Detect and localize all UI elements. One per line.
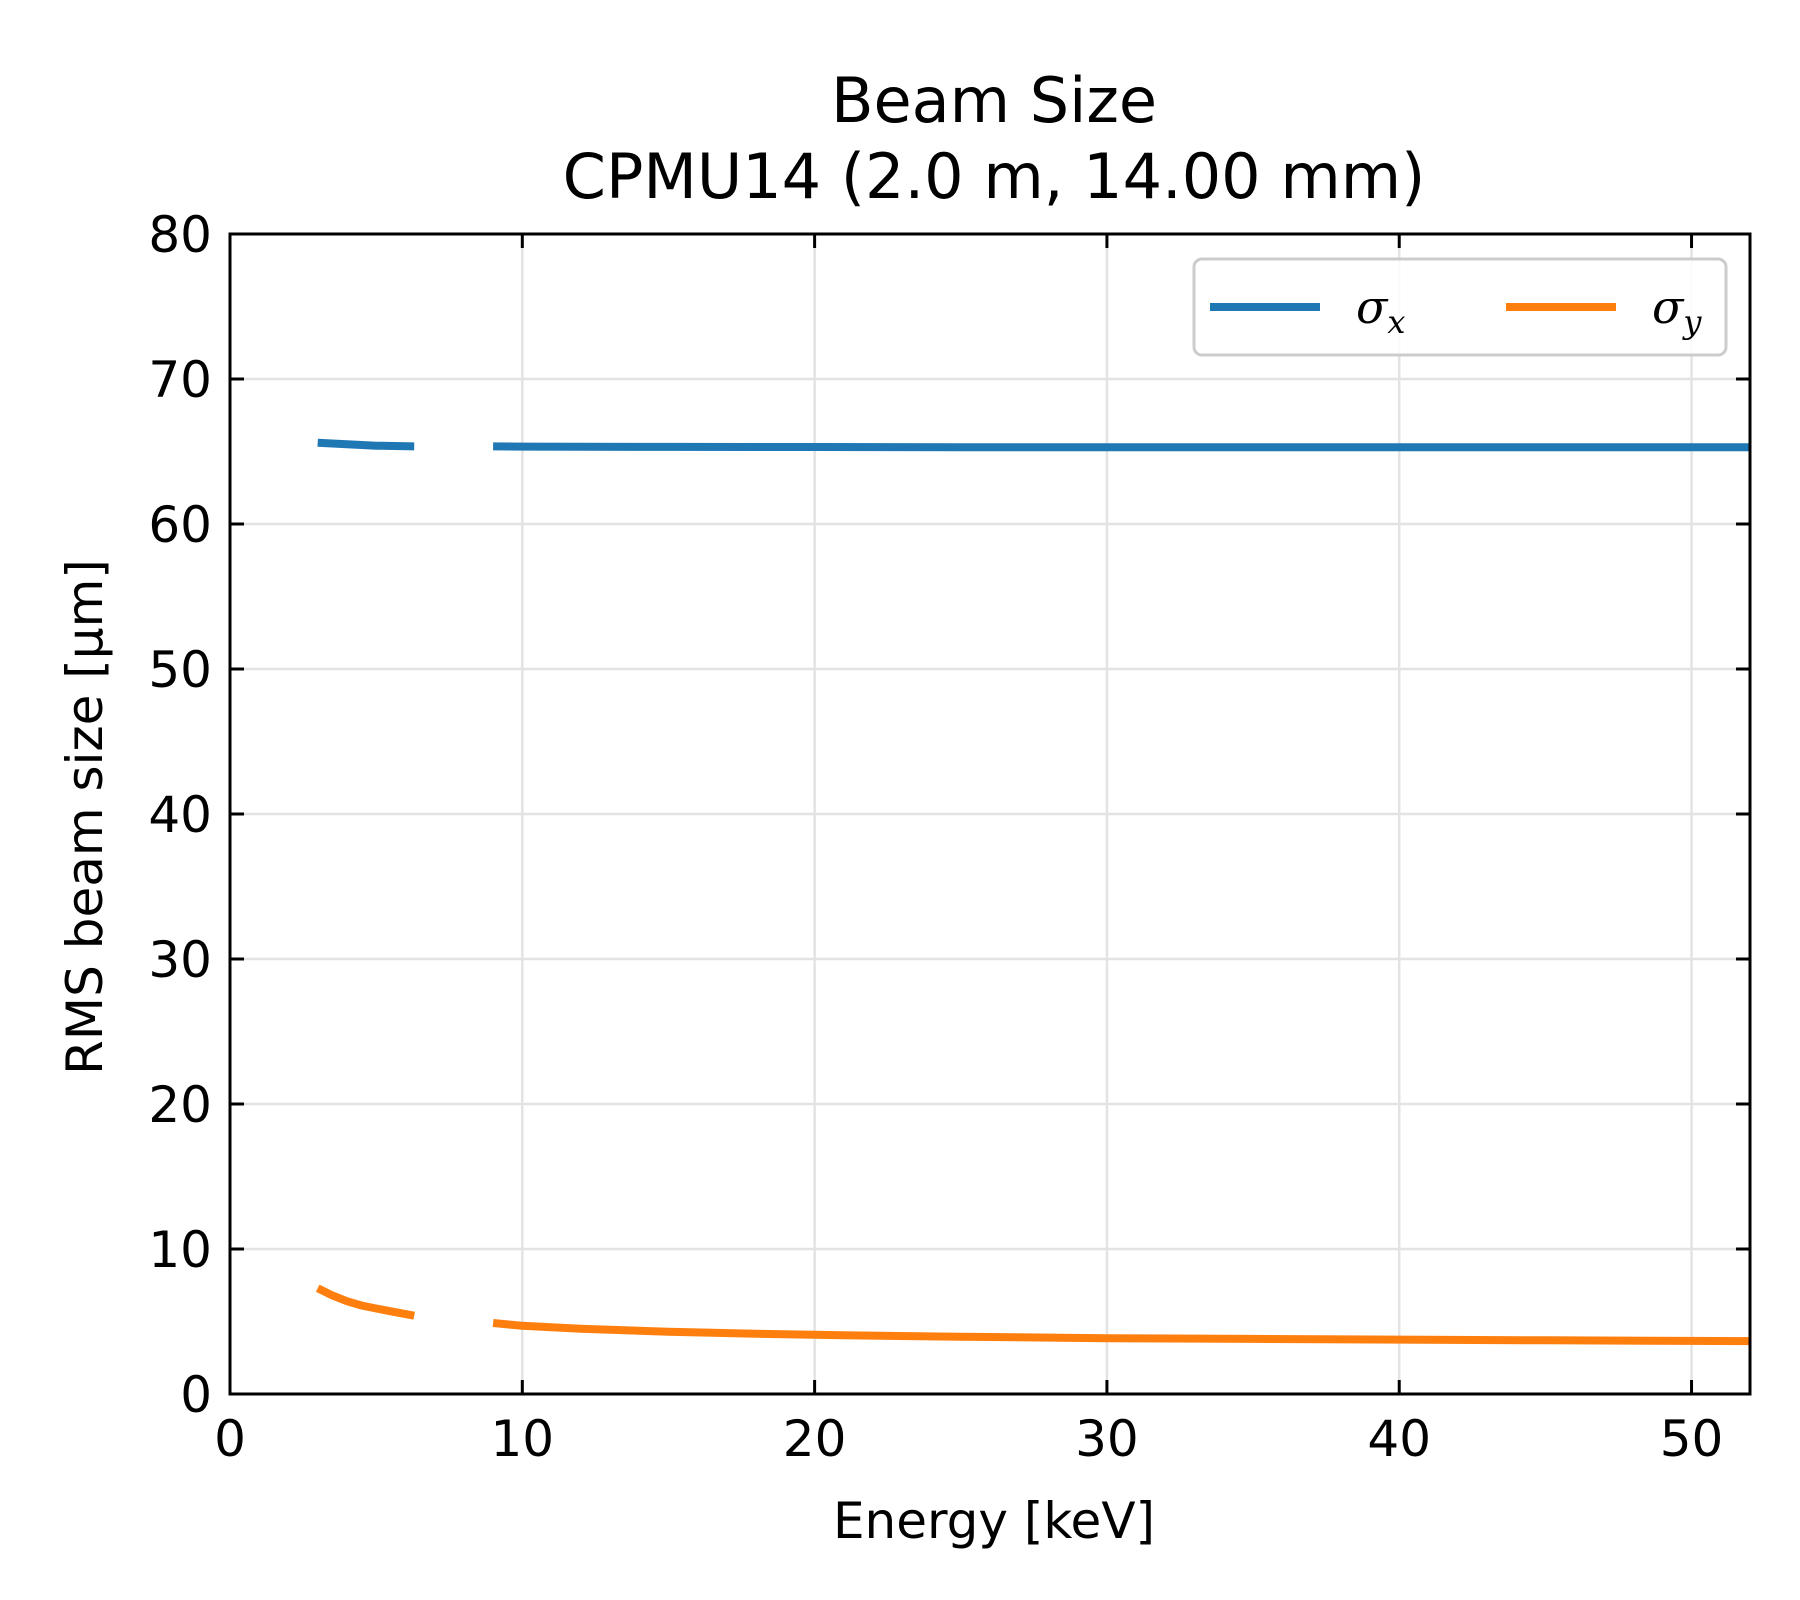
series-line-y [492,1319,1751,1346]
series-line-x [493,442,1750,452]
y-tick-label: 40 [148,786,212,844]
series-layer [315,438,1751,1346]
series-x [317,438,1750,452]
ticks: 0 10 20 30 40 50 0 10 20 30 40 50 60 70 80 [148,206,1750,1468]
y-axis-label: RMS beam size [µm] [56,559,114,1075]
chart-title-line-1: Beam Size [831,64,1157,137]
x-tick-label: 10 [490,1410,554,1468]
x-tick-label: 30 [1075,1410,1139,1468]
y-tick-label: 70 [148,351,212,409]
series-line-x [317,438,415,451]
legend: σx σy [1192,257,1728,357]
y-tick-label: 20 [148,1076,212,1134]
y-tick-label: 80 [148,206,212,264]
series-y [315,1284,1751,1346]
x-axis-label: Energy [keV] [833,1492,1155,1550]
legend-box [1192,257,1728,357]
y-tick-label: 30 [148,931,212,989]
legend-label-y: σy [1652,280,1702,341]
x-tick-label: 0 [214,1410,246,1468]
grid [228,232,1750,1396]
y-tick-label: 10 [148,1221,212,1279]
legend-label-x: σx [1356,280,1405,341]
x-tick-label: 50 [1660,1410,1724,1468]
y-tick-label: 60 [148,496,212,554]
x-tick-label: 20 [783,1410,847,1468]
y-tick-label: 0 [180,1366,212,1424]
chart-title-line-2: CPMU14 (2.0 m, 14.00 mm) [563,140,1426,213]
series-line-y [315,1284,415,1320]
y-tick-label: 50 [148,641,212,699]
x-tick-label: 40 [1367,1410,1431,1468]
plot-frame [228,232,1752,1396]
